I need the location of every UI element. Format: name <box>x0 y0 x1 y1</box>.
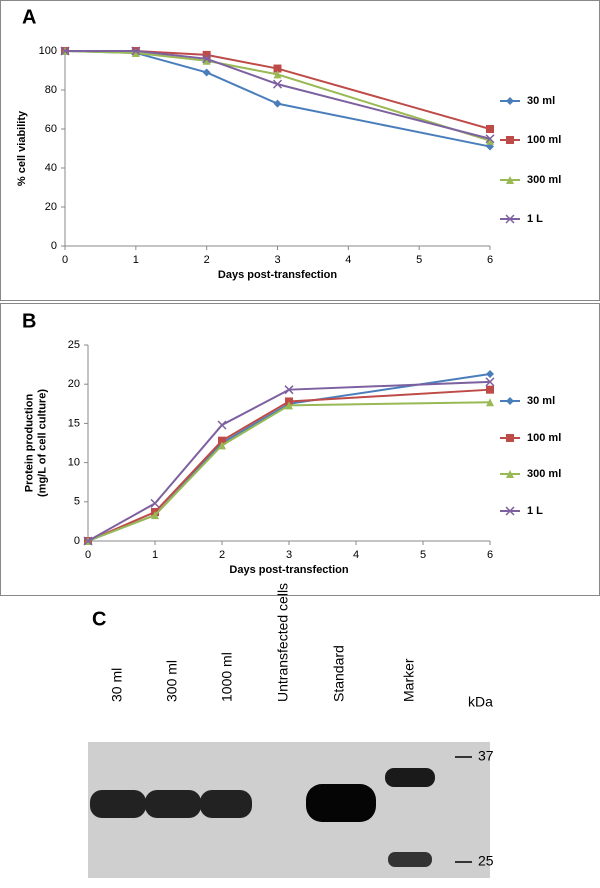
panel-frame <box>0 0 600 301</box>
legend-label: 100 ml <box>527 432 561 444</box>
data-point <box>506 136 514 144</box>
data-point <box>131 46 141 56</box>
y-tick-label: 100 <box>39 45 57 57</box>
x-tick-label: 1 <box>133 254 139 266</box>
lane-label: 300 ml <box>164 660 180 702</box>
y-tick-label: 25 <box>68 339 80 351</box>
unit-label: kDa <box>468 694 493 710</box>
data-point <box>485 134 495 144</box>
data-point <box>506 97 514 105</box>
legend-label: 1 L <box>527 505 543 517</box>
lane-label: Marker <box>401 658 417 702</box>
data-point <box>486 125 494 133</box>
series-line <box>87 401 491 542</box>
x-tick-label: 5 <box>420 549 426 561</box>
x-tick-label: 3 <box>286 549 292 561</box>
y-tick-label: 10 <box>68 457 80 469</box>
data-point <box>218 441 226 450</box>
legend-label: 30 ml <box>527 395 555 407</box>
x-tick-label: 4 <box>345 254 351 266</box>
data-point <box>486 370 494 379</box>
x-tick-label: 6 <box>487 549 493 561</box>
data-point <box>506 470 514 478</box>
y-tick-label: 20 <box>45 201 57 213</box>
y-tick-label: 5 <box>74 496 80 508</box>
data-point <box>506 397 514 405</box>
data-point <box>202 68 211 77</box>
x-axis-title: Days post-transfection <box>229 564 348 576</box>
lane-label: Untransfected cells <box>275 583 291 702</box>
x-tick-label: 0 <box>85 549 91 561</box>
y-tick-label: 15 <box>68 417 80 429</box>
data-point <box>273 70 282 79</box>
series-line <box>64 50 491 142</box>
gel-image <box>88 742 490 878</box>
data-point <box>217 420 227 430</box>
lane-label: 1000 ml <box>219 652 235 702</box>
data-point <box>285 401 293 410</box>
lane-label: Standard <box>331 645 347 702</box>
marker-size: 37 <box>478 748 494 764</box>
data-point <box>202 54 212 64</box>
x-tick-label: 6 <box>487 254 493 266</box>
data-point <box>131 48 140 57</box>
data-point <box>218 436 226 445</box>
data-point <box>202 56 211 65</box>
y-tick-label: 60 <box>45 123 57 135</box>
x-tick-label: 4 <box>353 549 359 561</box>
data-point <box>486 136 494 145</box>
x-tick-label: 1 <box>152 549 158 561</box>
legend-label: 300 ml <box>527 174 561 186</box>
data-point <box>150 498 160 508</box>
x-axis-title: Days post-transfection <box>218 269 337 281</box>
panel-label: C <box>92 608 106 630</box>
data-point <box>506 434 514 442</box>
legend-label: 300 ml <box>527 468 561 480</box>
x-tick-label: 2 <box>204 254 210 266</box>
data-point <box>486 398 494 407</box>
data-point <box>486 385 494 394</box>
data-point <box>506 176 514 184</box>
x-tick-label: 3 <box>274 254 280 266</box>
data-point <box>505 214 515 224</box>
data-point <box>83 536 93 546</box>
panel-label: A <box>22 6 36 28</box>
x-tick-label: 0 <box>62 254 68 266</box>
panel-label: B <box>22 310 36 332</box>
data-point <box>273 64 282 73</box>
x-tick-label: 2 <box>219 549 225 561</box>
data-point <box>60 46 70 56</box>
legend-label: 30 ml <box>527 95 555 107</box>
lane-label: 30 ml <box>109 668 125 702</box>
y-tick-label: 0 <box>74 535 80 547</box>
data-point <box>202 50 211 59</box>
data-point <box>485 377 495 387</box>
y-axis-title: (mg/L of cell culture) <box>36 389 48 497</box>
legend-label: 1 L <box>527 213 543 225</box>
data-point <box>273 99 282 108</box>
data-point <box>151 511 159 520</box>
series-line <box>65 50 491 140</box>
y-tick-label: 20 <box>68 378 80 390</box>
data-point <box>284 385 294 395</box>
x-tick-label: 5 <box>416 254 422 266</box>
series-line <box>65 50 491 130</box>
y-tick-label: 40 <box>45 162 57 174</box>
y-axis-title: % cell viability <box>16 110 28 186</box>
data-point <box>505 506 515 516</box>
y-axis-title: Protein production <box>23 394 35 493</box>
y-tick-label: 0 <box>51 240 57 252</box>
y-tick-label: 80 <box>45 84 57 96</box>
marker-size: 25 <box>478 853 494 869</box>
data-point <box>272 79 283 89</box>
legend-label: 100 ml <box>527 134 561 146</box>
